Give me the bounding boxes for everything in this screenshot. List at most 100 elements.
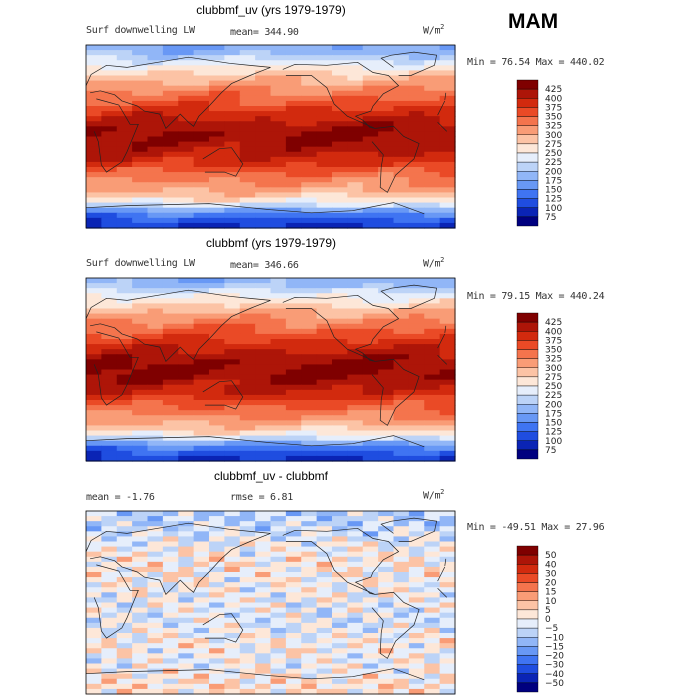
field-cell (285, 607, 302, 614)
field-cell (332, 521, 348, 527)
field-cell (101, 612, 118, 619)
field-cell (239, 688, 256, 695)
field-cell (209, 207, 225, 214)
field-cell (147, 131, 164, 138)
field-cell (301, 293, 318, 299)
field-cell (332, 602, 348, 609)
field-cell (116, 182, 133, 188)
field-cell (132, 551, 149, 558)
field-cell (193, 541, 210, 548)
field-cell (332, 551, 348, 558)
field-cell (101, 111, 118, 117)
field-cell (332, 85, 348, 92)
field-cell (301, 333, 318, 340)
field-cell (101, 683, 118, 690)
field-cell (347, 683, 364, 690)
field-cell (178, 339, 195, 345)
field-cell (393, 141, 410, 148)
field-cell (424, 405, 441, 411)
field-cell (132, 197, 149, 204)
field-cell (255, 308, 272, 315)
field-cell (255, 577, 272, 583)
field-cell (147, 111, 164, 117)
field-cell (178, 136, 195, 143)
field-cell (424, 141, 441, 148)
colorbar-swatch (516, 682, 539, 693)
field-cell (178, 617, 195, 624)
field-cell (439, 151, 456, 158)
field-cell (408, 278, 425, 284)
field-cell (86, 607, 102, 614)
field-cell (178, 288, 195, 294)
colorbar-tick-label: 375 (545, 103, 562, 113)
field-cell (193, 298, 210, 305)
field-cell (255, 410, 272, 416)
field-cell (424, 45, 441, 51)
field-cell (239, 633, 256, 639)
field-cell (285, 121, 302, 127)
field-cell (439, 212, 456, 219)
field-cell (301, 612, 318, 619)
field-cell (393, 410, 410, 416)
field-cell (209, 288, 225, 294)
field-cell (285, 541, 302, 548)
field-cell (270, 359, 287, 366)
field-cell (393, 536, 410, 543)
field-cell (285, 653, 302, 660)
field-cell (362, 592, 379, 599)
field-cell (162, 587, 179, 593)
colorbar-swatch (516, 413, 539, 423)
field-cell (101, 445, 118, 452)
field-cell (439, 556, 456, 563)
field-cell (132, 445, 149, 452)
field-cell (301, 349, 318, 355)
field-cell (86, 318, 102, 325)
field-cell (362, 364, 379, 371)
field-cell (209, 65, 225, 72)
field-cell (239, 333, 256, 340)
field-cell (193, 612, 210, 619)
field-cell (408, 678, 425, 685)
field-cell (255, 445, 272, 452)
field-cell (332, 298, 348, 305)
field-cell (393, 541, 410, 548)
field-cell (439, 303, 456, 310)
field-cell (332, 410, 348, 416)
coastline-4 (371, 358, 420, 426)
field-cell (178, 683, 195, 690)
field-cell (255, 455, 272, 462)
field-cell (439, 318, 456, 325)
field-cell (255, 70, 272, 77)
field-cell (316, 328, 333, 335)
field-cell (193, 364, 210, 371)
field-cell (424, 384, 441, 391)
field-cell (101, 212, 118, 219)
field-cell (301, 151, 318, 158)
field-cell (224, 293, 241, 299)
field-cell (316, 354, 333, 360)
field-cell (147, 75, 164, 82)
field-cell (116, 283, 133, 289)
field-cell (378, 541, 395, 548)
coastline-2 (202, 147, 244, 177)
field-cell (209, 678, 225, 685)
field-cell (178, 111, 195, 117)
field-cell (162, 90, 179, 97)
field-cell (101, 328, 118, 335)
field-cell (255, 531, 272, 538)
field-cell (147, 592, 164, 599)
field-cell (116, 374, 133, 381)
field-cell (224, 308, 241, 315)
field-cell (255, 349, 272, 355)
field-cell (101, 678, 118, 685)
field-cell (147, 440, 164, 447)
field-cell (301, 182, 318, 188)
colorbar-tick-label: 100 (545, 204, 562, 214)
field-cell (147, 405, 164, 411)
field-cell (255, 379, 272, 386)
field-cell (116, 161, 133, 168)
field-cell (86, 151, 102, 158)
field-cell (332, 511, 348, 517)
field-cell (239, 450, 256, 457)
field-cell (255, 633, 272, 639)
